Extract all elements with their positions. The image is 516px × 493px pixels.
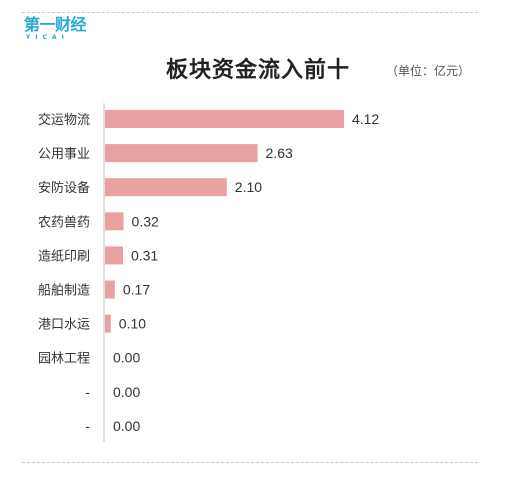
bar bbox=[105, 280, 115, 299]
value-label: 4.12 bbox=[352, 111, 379, 127]
category-label: 公用事业 bbox=[38, 147, 90, 162]
value-label: 2.10 bbox=[235, 179, 262, 195]
category-label: 安防设备 bbox=[38, 180, 90, 196]
value-label: 0.00 bbox=[113, 350, 140, 366]
bar bbox=[105, 314, 111, 333]
bar bbox=[105, 212, 124, 231]
bar bbox=[105, 144, 258, 163]
category-label: 园林工程 bbox=[38, 352, 90, 367]
top-divider bbox=[22, 12, 478, 13]
category-label: 农药兽药 bbox=[38, 215, 90, 230]
logo-wordmark: 第一财经 bbox=[24, 15, 87, 34]
category-label: 船舶制造 bbox=[38, 283, 90, 299]
bar bbox=[105, 246, 123, 265]
unit-label: （单位：亿元） bbox=[385, 64, 470, 78]
value-label: 0.32 bbox=[132, 213, 159, 229]
value-label: 0.10 bbox=[119, 316, 146, 332]
category-label: - bbox=[85, 386, 90, 401]
value-label: 2.63 bbox=[266, 145, 293, 161]
bar bbox=[105, 110, 344, 128]
category-label: 造纸印刷 bbox=[38, 249, 90, 264]
value-label: 0.31 bbox=[131, 247, 158, 263]
logo-subtext: YICAI bbox=[26, 34, 69, 41]
value-label: 0.17 bbox=[123, 282, 150, 298]
category-label: - bbox=[85, 420, 90, 435]
yicai-logo: 第一财经 YICAI bbox=[24, 16, 88, 42]
value-label: 0.00 bbox=[113, 384, 140, 400]
chart-title: 板块资金流入前十 bbox=[165, 58, 350, 83]
value-label: 0.00 bbox=[113, 418, 140, 434]
category-label: 港口水运 bbox=[38, 318, 90, 333]
bottom-divider bbox=[22, 462, 478, 463]
category-label: 交运物流 bbox=[38, 112, 90, 128]
bar bbox=[105, 178, 227, 197]
